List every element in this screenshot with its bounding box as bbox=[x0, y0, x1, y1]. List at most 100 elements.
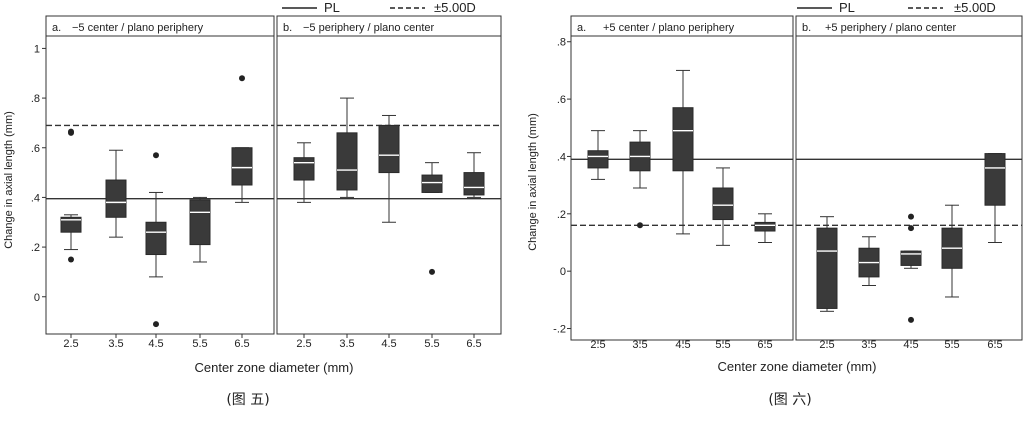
x-tick-label: 4.5 bbox=[903, 339, 918, 351]
y-ticks: -.2 0 .2 .4 .6 .8 bbox=[553, 37, 571, 336]
iqr-box bbox=[754, 221, 776, 232]
x-tick-label: 4.5 bbox=[381, 338, 396, 350]
outlier-point bbox=[429, 268, 435, 275]
box-plot-5.5 bbox=[421, 162, 443, 275]
legend: PL ±5.00D bbox=[282, 0, 476, 15]
box-plot-2.5 bbox=[587, 130, 609, 180]
outlier-point bbox=[68, 128, 74, 135]
panel-tag-b: b. bbox=[283, 22, 292, 34]
x-tick-label: 6.5 bbox=[757, 339, 772, 351]
x-tick-label: 3.5 bbox=[632, 339, 647, 351]
iqr-box bbox=[587, 150, 609, 169]
x-tick-label: 6.5 bbox=[466, 338, 481, 350]
panel-tag-b: b. bbox=[802, 22, 811, 34]
x-tick-label: 2.5 bbox=[819, 339, 834, 351]
legend: PL ±5.00D bbox=[797, 0, 996, 15]
y-tick-label: .2 bbox=[557, 209, 566, 221]
box-plot-6.5 bbox=[984, 153, 1006, 243]
iqr-box bbox=[421, 174, 443, 193]
x-tick-label: 5.5 bbox=[192, 338, 207, 350]
x-ticks: 2.5 3.5 4.5 5.5 6.5 2.5 3.5 4.5 5.5 6.5 bbox=[590, 339, 1002, 351]
y-ticks: 0 .2 .4 .6 .8 1 bbox=[31, 43, 46, 304]
x-tick-label: 6.5 bbox=[234, 338, 249, 350]
panel-title-a: −5 center / plano periphery bbox=[72, 22, 204, 34]
iqr-box bbox=[145, 221, 167, 256]
box-plot-6.5 bbox=[231, 75, 253, 203]
x-axis-title: Center zone diameter (mm) bbox=[195, 360, 354, 375]
x-tick-label: 5.5 bbox=[424, 338, 439, 350]
figure-caption: (图 五) bbox=[226, 392, 269, 408]
x-tick-label: 4.5 bbox=[148, 338, 163, 350]
panel-frame-a bbox=[45, 15, 275, 335]
legend-pm5-label: ±5.00D bbox=[434, 0, 476, 15]
outlier-point bbox=[239, 75, 245, 82]
legend-pm5-label: ±5.00D bbox=[954, 0, 996, 15]
box-plot-5.5 bbox=[941, 204, 963, 298]
outlier-point bbox=[153, 321, 159, 328]
box-plot-2.5 bbox=[816, 216, 838, 312]
x-tick-label: 4.5 bbox=[675, 339, 690, 351]
legend-pl-label: PL bbox=[324, 0, 340, 15]
panel-title-b: +5 periphery / plano center bbox=[825, 22, 957, 34]
outlier-point bbox=[68, 256, 74, 263]
y-tick-label: .6 bbox=[31, 143, 40, 155]
outlier-point bbox=[908, 213, 914, 220]
iqr-box bbox=[105, 179, 127, 218]
outlier-point bbox=[908, 225, 914, 232]
box-plot-3.5 bbox=[336, 97, 358, 198]
outlier-point bbox=[637, 222, 643, 229]
y-tick-label: .8 bbox=[31, 93, 40, 105]
iqr-box bbox=[60, 216, 82, 233]
box-plot-3.5 bbox=[105, 149, 127, 238]
y-tick-label: -.2 bbox=[553, 324, 566, 336]
y-axis-title: Change in axial length (mm) bbox=[3, 111, 15, 249]
box-plot-3.5 bbox=[858, 236, 880, 287]
outlier-point bbox=[153, 152, 159, 159]
box-plot-3.5 bbox=[629, 130, 651, 229]
iqr-box bbox=[293, 157, 315, 181]
y-tick-label: 0 bbox=[34, 292, 40, 304]
iqr-box bbox=[378, 124, 400, 174]
iqr-box bbox=[900, 250, 922, 266]
box-plot-4.5 bbox=[145, 152, 167, 328]
x-axis-title: Center zone diameter (mm) bbox=[718, 359, 877, 374]
box-plot-2.5 bbox=[293, 142, 315, 203]
figure-6: PL ±5.00D Change in axial length (mm) a.… bbox=[527, 0, 1023, 408]
panel-frame-a bbox=[570, 15, 794, 341]
panel-tag-a: a. bbox=[52, 22, 61, 34]
box-plot-6.5 bbox=[463, 152, 485, 198]
x-tick-label: 3.5 bbox=[339, 338, 354, 350]
box-plot-5.5 bbox=[712, 167, 734, 246]
iqr-box bbox=[712, 187, 734, 221]
x-ticks: 2.5 3.5 4.5 5.5 6.5 2.5 3.5 4.5 5.5 6.5 bbox=[63, 334, 482, 350]
plot-area-b bbox=[796, 153, 1022, 323]
panel-title-b: −5 periphery / plano center bbox=[303, 22, 435, 34]
figure-5: PL ±5.00D Change in axial length (mm) a.… bbox=[3, 0, 502, 408]
outlier-point bbox=[908, 316, 914, 323]
x-tick-label: 6.5 bbox=[987, 339, 1002, 351]
y-tick-label: 1 bbox=[34, 43, 40, 55]
x-tick-label: 5.5 bbox=[944, 339, 959, 351]
y-axis-title: Change in axial length (mm) bbox=[527, 113, 539, 251]
x-tick-label: 2.5 bbox=[590, 339, 605, 351]
x-tick-label: 2.5 bbox=[296, 338, 311, 350]
legend-pl-label: PL bbox=[839, 0, 855, 15]
box-plot-4.5 bbox=[378, 114, 400, 223]
box-plot-2.5 bbox=[60, 128, 82, 263]
plot-area-a bbox=[571, 69, 793, 246]
iqr-box bbox=[231, 147, 253, 186]
x-tick-label: 3.5 bbox=[861, 339, 876, 351]
x-tick-label: 5.5 bbox=[715, 339, 730, 351]
figure-caption: (图 六) bbox=[768, 392, 811, 408]
y-tick-label: 0 bbox=[560, 266, 566, 278]
iqr-box bbox=[816, 227, 838, 309]
panel-frame-b bbox=[795, 15, 1023, 341]
iqr-box bbox=[189, 199, 211, 246]
box-plot-6.5 bbox=[754, 213, 776, 243]
x-tick-label: 2.5 bbox=[63, 338, 78, 350]
plot-area-b bbox=[277, 97, 501, 275]
y-tick-label: .6 bbox=[557, 94, 566, 106]
iqr-box bbox=[672, 107, 694, 172]
panel-title-a: +5 center / plano periphery bbox=[603, 22, 735, 34]
